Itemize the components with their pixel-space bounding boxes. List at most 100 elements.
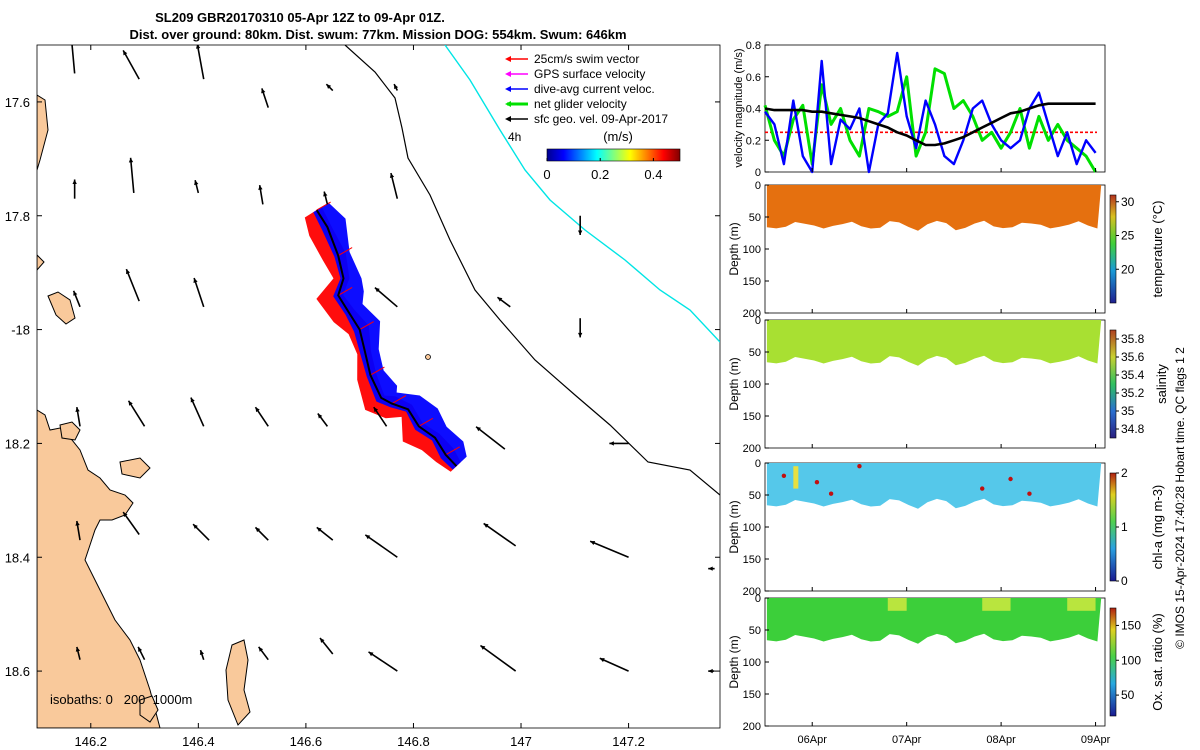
geo-velocity-arrow bbox=[193, 277, 205, 308]
geo-velocity-arrow bbox=[254, 526, 269, 541]
geo-velocity-arrow bbox=[479, 644, 517, 672]
geo-arrow-head bbox=[609, 441, 614, 446]
glider-track bbox=[315, 209, 458, 467]
land-island-3 bbox=[119, 457, 151, 479]
ox-high-band bbox=[982, 598, 1011, 611]
geo-arrow-head bbox=[326, 84, 332, 89]
geo-velocity-arrow bbox=[374, 287, 398, 308]
time-tick-label: 07Apr bbox=[892, 734, 922, 746]
colorbar-tick-label: 0.4 bbox=[644, 167, 662, 182]
geo-arrow-head bbox=[317, 413, 323, 419]
map-x-tick-label: 147.2 bbox=[612, 734, 645, 749]
section-colorbar-tick-label: 50 bbox=[1121, 688, 1135, 702]
geo-velocity-arrow bbox=[194, 179, 200, 194]
geo-arrow-shaft bbox=[479, 644, 517, 672]
section-y-tick-label: 50 bbox=[749, 212, 761, 224]
legend-label: sfc geo. vel. 09-Apr-2017 bbox=[534, 112, 668, 126]
section-y-tick-label: 200 bbox=[743, 586, 761, 598]
section-colorbar-label: Ox. sat. ratio (%) bbox=[1150, 613, 1165, 711]
geo-arrow-head bbox=[497, 297, 503, 302]
geo-velocity-arrow bbox=[319, 637, 334, 655]
section-y-tick-label: 0 bbox=[755, 458, 761, 470]
velocity-data bbox=[763, 51, 1097, 174]
swim-vector bbox=[316, 201, 331, 211]
section-colorbar-tick-label: 25 bbox=[1121, 229, 1135, 243]
legend-entry: dive-avg current veloc. bbox=[505, 82, 655, 96]
geo-velocity-arrow bbox=[122, 49, 140, 80]
map-axes: 146.2 146.4 146.6 146.8 147 147.2 17.6 17.8 -18 1… bbox=[5, 45, 720, 749]
geo-velocity-arrow bbox=[599, 657, 629, 672]
land-island-1 bbox=[47, 291, 76, 325]
land-island-5 bbox=[139, 695, 159, 723]
swim-vector bbox=[418, 417, 434, 427]
section-y-tick-label: 100 bbox=[743, 244, 761, 256]
section-colorbar-tick-label: 1 bbox=[1121, 520, 1128, 534]
map-x-tick-label: 147 bbox=[510, 734, 532, 749]
geo-arrow-head bbox=[193, 278, 198, 283]
section-y-tick-label: 200 bbox=[743, 443, 761, 455]
geo-velocity-arrow bbox=[325, 83, 334, 92]
legend-label: GPS surface velocity bbox=[534, 67, 645, 81]
section-colorbar-tick-label: 35 bbox=[1121, 404, 1135, 418]
chl-high-point bbox=[857, 464, 862, 469]
geo-velocity-arrow bbox=[475, 426, 506, 450]
geo-velocity-arrow bbox=[75, 646, 81, 660]
map-data bbox=[71, 45, 715, 674]
map-x-tick-label: 146.6 bbox=[290, 734, 323, 749]
velocity-y-tick-label: 0.6 bbox=[746, 72, 761, 84]
chl-high-point bbox=[980, 486, 985, 491]
velocity-ylabel: velocity magnitude (m/s) bbox=[733, 48, 745, 167]
legend-tag: 4h bbox=[508, 130, 521, 144]
geo-arrow-head bbox=[323, 191, 328, 197]
geo-arrow-shaft bbox=[127, 400, 146, 427]
geo-arrow-head bbox=[73, 290, 78, 296]
colorbar-label: (m/s) bbox=[603, 129, 633, 144]
isobath-label: isobaths: 0 200 1000m bbox=[50, 692, 192, 707]
geo-arrow-shaft bbox=[589, 540, 629, 558]
map-y-tick-label: 18.4 bbox=[5, 550, 30, 565]
colorbar-tick-label: 0.2 bbox=[591, 167, 609, 182]
section-chl-a: 0 50 100 150 200 Depth (m) 0 1 2 chl-a (mg m-3) bbox=[727, 458, 1165, 598]
swim-vector bbox=[359, 321, 374, 331]
velocity-y-tick-label: 0.4 bbox=[746, 104, 761, 116]
section-y-tick-label: 200 bbox=[743, 308, 761, 320]
geo-arrow-head bbox=[374, 287, 380, 293]
geo-velocity-arrow bbox=[577, 318, 583, 338]
section-colorbar-tick-label: 20 bbox=[1121, 262, 1135, 276]
geo-arrow-head bbox=[72, 179, 77, 184]
section-colorbar-tick-label: 100 bbox=[1121, 653, 1141, 667]
map-x-tick-label: 146.4 bbox=[182, 734, 215, 749]
legend-label: 25cm/s swim vector bbox=[534, 52, 639, 66]
section-colorbar-tick-label: 34.8 bbox=[1121, 422, 1145, 436]
geo-velocity-arrow bbox=[190, 397, 205, 427]
section-y-tick-label: 150 bbox=[743, 554, 761, 566]
geo-velocity-arrow bbox=[389, 172, 399, 199]
title-line-2: Dist. over ground: 80km. Dist. swum: 77k… bbox=[129, 27, 626, 42]
dive-avg-velocity-series bbox=[764, 51, 1097, 174]
section-data-fill bbox=[766, 185, 1102, 231]
geo-arrow-shaft bbox=[122, 49, 140, 80]
section-colorbar bbox=[1109, 472, 1117, 582]
map-y-tick-label: 17.6 bbox=[5, 95, 30, 110]
section-data-fill bbox=[766, 320, 1102, 366]
geo-arrow-head bbox=[75, 646, 81, 652]
velocity-y-tick-label: 0 bbox=[755, 167, 761, 179]
geo-velocity-arrow bbox=[72, 290, 81, 308]
time-tick-label: 08Apr bbox=[986, 734, 1016, 746]
velocity-frame bbox=[764, 44, 1106, 173]
map-x-tick-label: 146.2 bbox=[75, 734, 108, 749]
geo-arrow-head bbox=[190, 397, 195, 403]
geo-velocity-arrow bbox=[364, 534, 398, 558]
geo-arrow-head bbox=[128, 400, 133, 406]
section-y-tick-label: 0 bbox=[755, 593, 761, 605]
map-x-tick-label: 146.8 bbox=[397, 734, 430, 749]
geo-arrow-shaft bbox=[71, 45, 76, 74]
geo-velocity-arrow bbox=[128, 157, 135, 194]
legend-entry: sfc geo. vel. 09-Apr-2017 bbox=[505, 112, 668, 126]
geo-velocity-arrow bbox=[708, 566, 715, 571]
geo-velocity-arrow bbox=[323, 191, 329, 205]
section-ylabel: Depth (m) bbox=[727, 222, 741, 275]
geo-arrow-head bbox=[261, 88, 266, 94]
geo-arrow-head bbox=[128, 157, 134, 163]
